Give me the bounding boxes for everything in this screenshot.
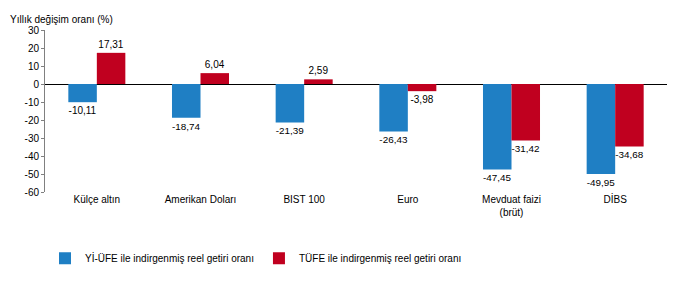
- svg-text:-40: -40: [25, 151, 40, 162]
- svg-text:30: 30: [28, 25, 40, 36]
- svg-text:10: 10: [28, 61, 40, 72]
- svg-text:0: 0: [33, 79, 39, 90]
- svg-text:-26,43: -26,43: [379, 134, 408, 145]
- svg-text:-60: -60: [25, 187, 40, 198]
- svg-text:-47,45: -47,45: [483, 172, 512, 183]
- svg-text:-18,74: -18,74: [172, 121, 201, 132]
- svg-text:Mevduat faizi(brüt): Mevduat faizi(brüt): [482, 194, 541, 218]
- svg-text:-31,42: -31,42: [512, 143, 540, 154]
- svg-text:BIST 100: BIST 100: [283, 194, 325, 205]
- svg-text:-49,95: -49,95: [587, 177, 616, 188]
- svg-text:6,04: 6,04: [205, 59, 225, 70]
- svg-text:DİBS: DİBS: [603, 193, 627, 205]
- svg-text:-3,98: -3,98: [410, 94, 433, 105]
- svg-text:TÜFE ile indirgenmiş reel geti: TÜFE ile indirgenmiş reel getiri oranı: [299, 253, 461, 264]
- svg-text:-10,11: -10,11: [69, 105, 97, 116]
- svg-text:-21,39: -21,39: [276, 125, 305, 136]
- svg-text:17,31: 17,31: [98, 39, 123, 50]
- svg-text:Yıllık değişim oranı (%): Yıllık değişim oranı (%): [10, 14, 113, 25]
- svg-text:-34,68: -34,68: [615, 149, 644, 160]
- svg-text:2,59: 2,59: [308, 65, 328, 76]
- svg-text:-50: -50: [25, 169, 40, 180]
- svg-text:Euro: Euro: [397, 194, 419, 205]
- svg-text:20: 20: [28, 43, 40, 54]
- svg-text:Amerikan Doları: Amerikan Doları: [165, 194, 237, 205]
- svg-text:-30: -30: [25, 133, 40, 144]
- svg-text:-20: -20: [25, 115, 40, 126]
- svg-text:Yİ-ÜFE ile indirgenmiş reel ge: Yİ-ÜFE ile indirgenmiş reel getiri oranı: [85, 252, 254, 264]
- svg-text:-10: -10: [25, 97, 40, 108]
- svg-text:Külçe altın: Külçe altın: [73, 194, 120, 205]
